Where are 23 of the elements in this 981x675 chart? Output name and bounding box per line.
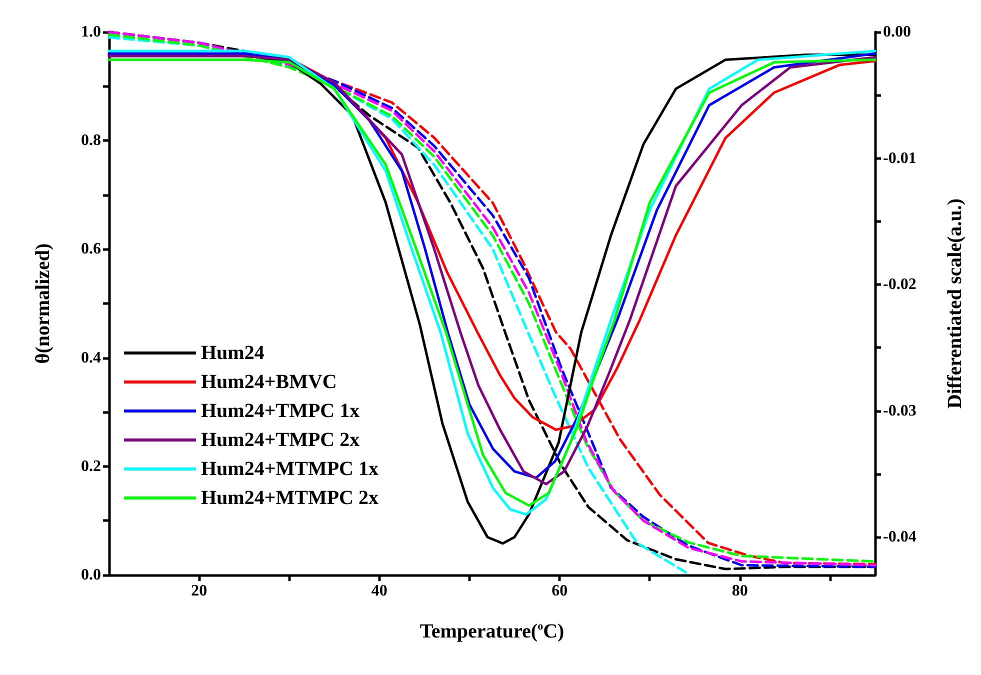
y-tick-label: 0.6: [81, 240, 101, 258]
legend-label: Hum24+BMVC: [201, 371, 337, 393]
y2-tick-label: -0.03: [883, 402, 916, 420]
legend-label: Hum24+TMPC 2x: [201, 429, 360, 451]
legend-label: Hum24+MTMPC 2x: [201, 487, 378, 509]
y-tick-label: 0.8: [81, 132, 101, 150]
y-axis-title: θ(normalized): [32, 243, 54, 364]
legend-label: Hum24+MTMPC 1x: [201, 458, 378, 480]
legend-label: Hum24: [201, 342, 264, 364]
y2-tick-label: -0.01: [883, 150, 916, 167]
y-tick-label: 0.0: [81, 566, 101, 584]
y-tick-label: 0.2: [81, 458, 101, 475]
x-tick-label: 80: [732, 582, 748, 600]
y2-axis-title: Differentiated scale(a.u.): [944, 198, 966, 409]
legend-label: Hum24+TMPC 1x: [201, 400, 360, 422]
y-tick-label: 0.4: [81, 349, 101, 366]
x-tick-label: 60: [552, 582, 568, 600]
y2-tick-label: -0.04: [883, 528, 916, 546]
y-tick-label: 1.0: [81, 24, 101, 40]
y2-tick-label: -0.02: [883, 276, 916, 294]
y2-tick-label: 0.00: [883, 24, 911, 40]
x-tick-label: 40: [371, 582, 388, 600]
x-tick-label: 20: [191, 582, 208, 600]
